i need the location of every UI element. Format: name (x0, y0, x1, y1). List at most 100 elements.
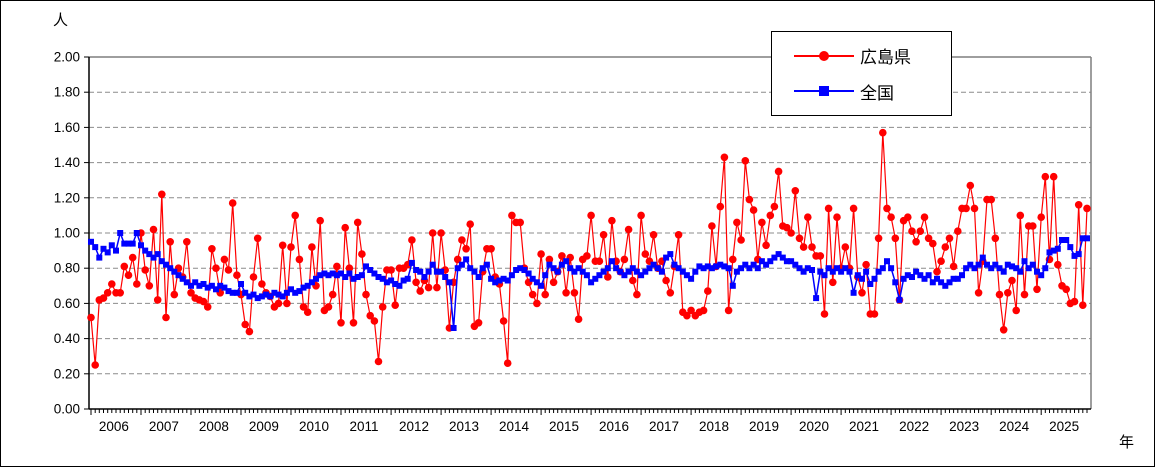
data-point-marker (825, 265, 832, 272)
data-point-marker (175, 272, 182, 279)
data-point-marker (558, 252, 566, 260)
x-year-label: 2022 (899, 419, 929, 434)
data-point-marker (662, 276, 670, 285)
data-point-marker (741, 157, 750, 165)
data-point-marker (579, 268, 586, 275)
y-tick-label: 1.00 (54, 226, 80, 241)
data-point-marker (278, 241, 287, 250)
data-point-marker (970, 204, 979, 213)
data-point-marker (999, 326, 1008, 334)
data-point-marker (624, 225, 633, 234)
data-point-marker (192, 279, 199, 286)
x-year-label: 2013 (449, 419, 479, 434)
data-point-marker (458, 236, 466, 244)
data-point-marker (363, 263, 369, 270)
data-point-marker (528, 290, 537, 299)
data-point-marker (421, 274, 428, 280)
data-point-marker (504, 277, 511, 284)
data-point-marker (720, 153, 729, 162)
data-point-marker (246, 293, 253, 300)
y-tick-label: 0.20 (54, 366, 80, 381)
data-point-marker (900, 275, 907, 282)
data-point-marker (637, 211, 645, 220)
data-point-marker (971, 265, 978, 272)
data-point-marker (529, 275, 536, 282)
data-point-marker (674, 231, 683, 239)
data-point-marker (625, 268, 632, 275)
data-point-marker (820, 310, 829, 318)
data-point-marker (1012, 306, 1020, 315)
data-point-marker (1084, 235, 1090, 242)
data-point-marker (563, 258, 570, 265)
data-point-marker (538, 282, 545, 289)
data-point-marker (1029, 261, 1036, 268)
data-point-marker (129, 240, 136, 247)
legend-box: 広島県 全国 (771, 31, 952, 116)
data-point-marker (367, 267, 374, 273)
data-point-marker (138, 242, 144, 249)
data-point-marker (587, 211, 595, 220)
data-point-marker (1059, 237, 1065, 243)
data-point-marker (954, 227, 962, 235)
data-point-marker (699, 306, 708, 315)
data-point-marker (620, 255, 629, 264)
data-point-marker (800, 268, 807, 275)
data-point-marker (1063, 237, 1070, 243)
data-point-marker (1075, 251, 1082, 258)
legend-label-zenkoku: 全国 (860, 83, 894, 103)
data-point-marker (229, 289, 236, 296)
data-point-marker (925, 272, 932, 279)
data-point-marker (283, 289, 290, 296)
data-point-marker (870, 310, 879, 318)
data-point-marker (241, 320, 249, 329)
data-point-marker (887, 213, 895, 221)
data-point-marker (208, 282, 215, 289)
legend-line-circle-marker-icon (794, 49, 854, 63)
data-point-marker (921, 275, 928, 282)
data-point-marker (754, 265, 761, 272)
data-point-marker (104, 249, 111, 256)
data-point-marker (103, 289, 112, 297)
data-point-marker (1021, 258, 1028, 265)
data-point-marker (891, 234, 900, 243)
data-point-marker (909, 274, 915, 280)
data-point-marker (317, 272, 324, 279)
data-point-marker (708, 222, 716, 230)
data-point-marker (92, 244, 99, 251)
data-point-marker (183, 279, 190, 286)
data-point-marker (87, 313, 95, 322)
data-point-marker (379, 275, 386, 282)
data-point-marker (833, 213, 841, 221)
data-point-marker (599, 231, 608, 239)
data-point-marker (821, 272, 828, 279)
data-point-marker (937, 257, 945, 266)
x-year-label: 2019 (749, 419, 779, 434)
data-point-marker (979, 254, 986, 261)
data-point-marker (267, 293, 274, 300)
data-point-marker (737, 236, 745, 244)
data-point-marker (371, 270, 378, 277)
data-point-marker (692, 268, 699, 275)
x-year-label: 2011 (349, 419, 378, 434)
data-point-marker (888, 265, 895, 272)
data-point-marker (513, 267, 520, 273)
data-point-marker (313, 275, 319, 282)
data-point-marker (854, 272, 861, 279)
data-point-marker (920, 213, 929, 221)
data-point-marker (516, 218, 524, 227)
data-point-marker (704, 263, 711, 270)
data-point-marker (1004, 261, 1011, 268)
data-point-marker (984, 261, 990, 268)
data-point-marker (749, 206, 758, 214)
data-point-marker (1050, 247, 1057, 254)
data-point-marker (167, 265, 174, 272)
data-point-marker (1062, 285, 1070, 294)
data-point-marker (424, 283, 433, 292)
data-point-marker (300, 284, 307, 291)
data-point-marker (1042, 265, 1049, 272)
data-point-marker (471, 268, 478, 275)
data-point-marker (1071, 252, 1078, 259)
data-point-marker (433, 283, 441, 292)
data-point-marker (1054, 260, 1062, 269)
